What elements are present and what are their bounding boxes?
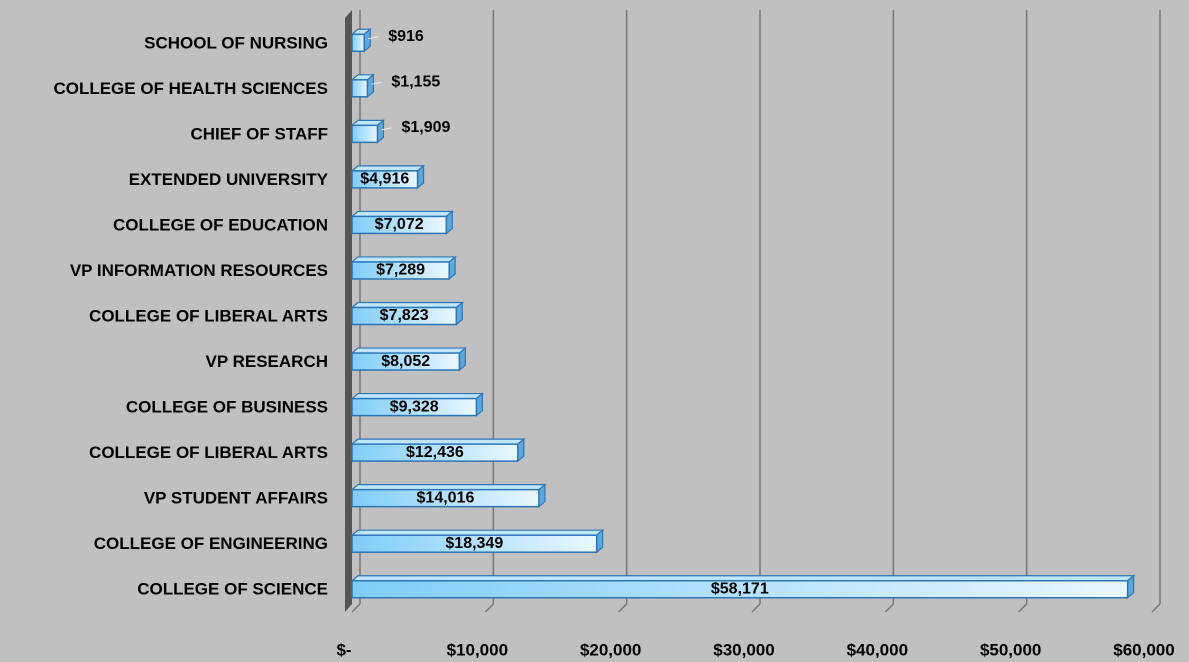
bar <box>351 79 369 98</box>
side-wall <box>345 10 352 612</box>
bar <box>351 443 519 462</box>
value-label: $7,823 <box>380 307 429 324</box>
y-tick-label: VP STUDENT AFFAIRS <box>144 489 328 508</box>
value-label: $14,016 <box>417 489 475 506</box>
value-label: $1,909 <box>401 119 450 136</box>
bar <box>351 306 458 326</box>
y-tick-label: VP INFORMATION RESOURCES <box>70 261 328 280</box>
bar <box>351 397 478 417</box>
value-label: $1,155 <box>391 74 440 91</box>
x-tick-label: $- <box>336 640 351 659</box>
grid-line <box>351 603 361 613</box>
x-tick-label: $10,000 <box>447 640 508 659</box>
grid-line <box>1151 603 1161 613</box>
leader-line <box>381 127 392 131</box>
x-tick-label: $50,000 <box>980 640 1041 659</box>
y-tick-label: COLLEGE OF ENGINEERING <box>94 534 328 553</box>
y-tick-label: COLLEGE OF EDUCATION <box>113 215 328 234</box>
leader-line <box>368 36 379 40</box>
y-tick-label: COLLEGE OF LIBERAL ARTS <box>89 443 328 462</box>
value-label: $916 <box>388 28 424 45</box>
y-tick-label: COLLEGE OF SCIENCE <box>137 580 328 599</box>
bar <box>351 579 1129 599</box>
bar <box>351 170 419 189</box>
y-tick-label: EXTENDED UNIVERSITY <box>129 170 329 189</box>
value-label: $18,349 <box>445 535 503 552</box>
bar <box>351 534 598 553</box>
grid-line <box>884 603 894 613</box>
y-tick-label: COLLEGE OF BUSINESS <box>126 398 328 417</box>
value-label: $7,289 <box>376 262 425 279</box>
value-label: $9,328 <box>390 398 439 415</box>
bar <box>351 352 461 371</box>
bar <box>351 261 450 280</box>
value-label: $7,072 <box>375 216 424 233</box>
y-tick-label: CHIEF OF STAFF <box>190 124 328 143</box>
y-tick-label: COLLEGE OF HEALTH SCIENCES <box>53 79 328 98</box>
grid-line <box>484 603 494 613</box>
bar <box>351 33 365 53</box>
x-tick-label: $60,000 <box>1113 640 1174 659</box>
value-label: $8,052 <box>381 353 430 370</box>
value-label: $12,436 <box>406 444 464 461</box>
x-tick-label: $40,000 <box>847 640 908 659</box>
grid-line <box>618 603 628 613</box>
leader-line <box>371 81 382 85</box>
value-label: $58,171 <box>711 580 769 597</box>
y-tick-label: SCHOOL OF NURSING <box>144 33 328 52</box>
x-tick-label: $30,000 <box>713 640 774 659</box>
value-label: $4,916 <box>360 171 409 188</box>
grid-line <box>751 603 761 613</box>
y-tick-label: COLLEGE OF LIBERAL ARTS <box>89 306 328 325</box>
bar <box>351 488 540 508</box>
grid-line <box>1018 603 1028 613</box>
bar <box>351 215 448 235</box>
x-tick-label: $20,000 <box>580 640 641 659</box>
bar <box>351 124 379 144</box>
y-tick-label: VP RESEARCH <box>206 352 329 371</box>
